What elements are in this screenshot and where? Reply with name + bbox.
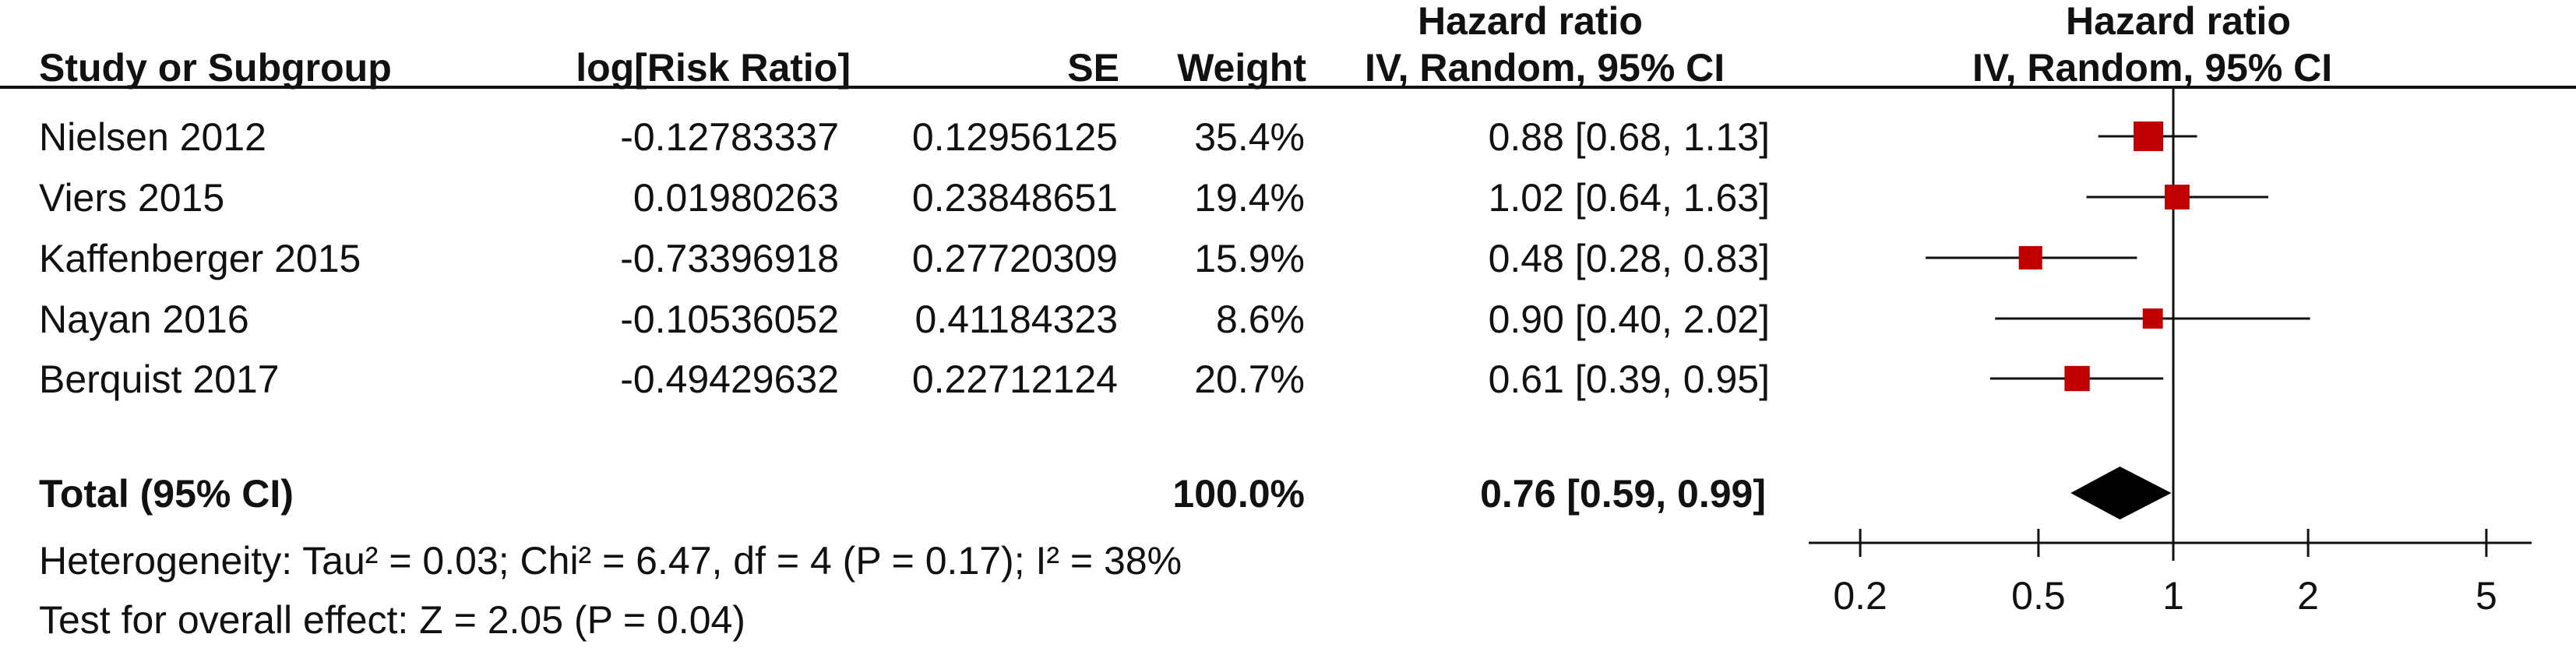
ci-value: 1.02 [0.64, 1.63] — [1488, 176, 1770, 220]
se-value: 0.41184323 — [914, 298, 1118, 341]
header-rule — [0, 86, 2576, 89]
ci-value: 0.61 [0.39, 0.95] — [1488, 357, 1770, 401]
pooled-diamond — [2070, 467, 2172, 519]
header-log-rr: log[Risk Ratio] — [576, 46, 851, 90]
total-label: Total (95% CI) — [39, 472, 294, 516]
log-rr-value: -0.73396918 — [620, 237, 839, 280]
se-value: 0.23848651 — [911, 176, 1118, 220]
se-value: 0.27720309 — [911, 237, 1118, 280]
header-hr-sub: IV, Random, 95% CI — [1365, 46, 1725, 90]
x-axis-tick-label: 2 — [2297, 574, 2319, 618]
ci-value: 0.90 [0.40, 2.02] — [1488, 298, 1770, 341]
log-rr-value: -0.10536052 — [620, 298, 839, 341]
study-name: Kaffenberger 2015 — [39, 237, 361, 280]
plot-header-sub: IV, Random, 95% CI — [1972, 46, 2333, 90]
weight-value: 20.7% — [1194, 357, 1305, 401]
x-axis-tick-label: 0.2 — [1833, 574, 1887, 618]
weight-value: 15.9% — [1194, 237, 1305, 280]
total-ci: 0.76 [0.59, 0.99] — [1480, 472, 1766, 516]
study-name: Nayan 2016 — [39, 298, 249, 341]
se-value: 0.22712124 — [911, 357, 1118, 401]
log-rr-value: 0.01980263 — [633, 176, 839, 220]
x-axis-tick-label: 5 — [2476, 574, 2497, 618]
study-marker — [2165, 185, 2190, 210]
plot-header-top: Hazard ratio — [2066, 0, 2291, 43]
ci-value: 0.88 [0.68, 1.13] — [1488, 115, 1770, 159]
overall-effect-text: Test for overall effect: Z = 2.05 (P = 0… — [39, 598, 745, 642]
header-hr-top: Hazard ratio — [1418, 0, 1643, 43]
header-study: Study or Subgroup — [39, 46, 392, 90]
header-se: SE — [1067, 46, 1119, 90]
log-rr-value: -0.49429632 — [620, 357, 839, 401]
se-value: 0.12956125 — [911, 115, 1118, 159]
weight-value: 8.6% — [1216, 298, 1305, 341]
study-name: Nielsen 2012 — [39, 115, 266, 159]
study-marker — [2134, 122, 2164, 151]
study-marker — [2142, 308, 2163, 329]
weight-value: 35.4% — [1194, 115, 1305, 159]
study-marker — [2064, 365, 2090, 392]
x-axis-tick-label: 0.5 — [2011, 574, 2066, 618]
total-weight: 100.0% — [1172, 472, 1305, 516]
study-marker — [2018, 245, 2042, 270]
study-name: Berquist 2017 — [39, 357, 280, 401]
ci-value: 0.48 [0.28, 0.83] — [1488, 237, 1770, 280]
study-name: Viers 2015 — [39, 176, 225, 220]
log-rr-value: -0.12783337 — [620, 115, 839, 159]
x-axis-tick-label: 1 — [2162, 574, 2184, 618]
header-weight: Weight — [1177, 46, 1306, 90]
weight-value: 19.4% — [1194, 176, 1305, 220]
heterogeneity-text: Heterogeneity: Tau² = 0.03; Chi² = 6.47,… — [39, 539, 1182, 583]
